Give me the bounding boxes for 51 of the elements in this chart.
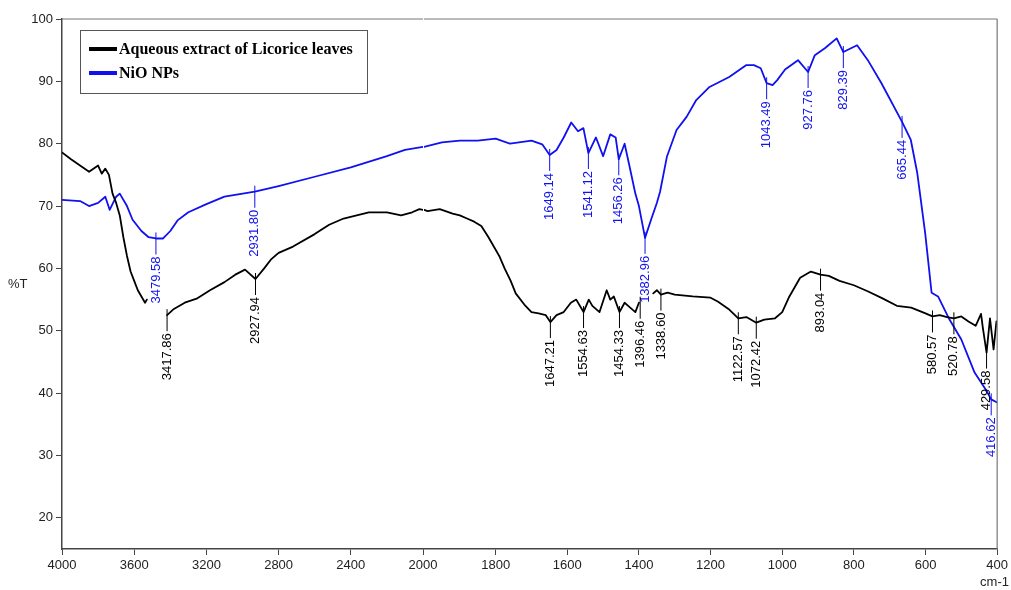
annotation: 1454.33 — [610, 330, 626, 378]
annotation: 2927.94 — [247, 297, 263, 345]
annotation: 1072.42 — [747, 340, 763, 388]
x-axis-title: cm-1 — [980, 574, 1009, 590]
annotation: 1647.21 — [541, 340, 557, 388]
x-tick-label: 2400 — [336, 557, 366, 573]
y-tick-label: 20 — [38, 509, 53, 525]
annotation: 1043.49 — [758, 101, 774, 149]
annotation: 429.58 — [978, 370, 994, 411]
annotation: 520.78 — [945, 336, 961, 377]
annotation: 927.76 — [799, 90, 815, 130]
x-tick-label: 600 — [914, 557, 937, 573]
annotation: 1649.14 — [541, 172, 557, 220]
x-tick-label: 2800 — [264, 557, 294, 573]
annotation: 893.04 — [812, 292, 828, 333]
y-tick-label: 80 — [38, 135, 53, 151]
x-tick-label: 3200 — [191, 557, 221, 573]
x-tick-label: 3600 — [119, 557, 149, 573]
annotation: 580.57 — [923, 334, 939, 375]
x-tick-label: 1600 — [552, 557, 582, 573]
y-tick-label: 50 — [38, 322, 53, 338]
y-tick-label: 60 — [38, 259, 53, 275]
annotation: 1396.46 — [631, 320, 647, 368]
annotation: 2931.80 — [246, 209, 262, 257]
annotation: 3479.58 — [147, 256, 163, 304]
annotation: 1338.60 — [652, 312, 668, 360]
annotation: 1554.63 — [575, 330, 591, 378]
annotation: 665.44 — [893, 139, 909, 180]
y-tick-label: 100 — [31, 10, 53, 26]
annotation: 416.62 — [982, 417, 998, 458]
annotation: 1382.96 — [636, 255, 652, 303]
legend-label: NiO NPs — [119, 64, 179, 82]
annotation: 1456.26 — [610, 177, 626, 225]
y-tick-label: 40 — [38, 384, 53, 400]
x-tick-label: 1800 — [481, 557, 511, 573]
x-tick-label: 1200 — [696, 557, 725, 573]
x-tick-label: 4000 — [47, 557, 77, 573]
annotation: 829.39 — [834, 70, 850, 110]
x-tick-label: 2000 — [408, 557, 438, 573]
y-axis-title: %T — [8, 275, 28, 291]
x-tick-label: 400 — [986, 557, 1008, 573]
x-tick-label: 1000 — [767, 557, 797, 573]
y-tick-label: 30 — [38, 447, 53, 463]
annotation: 1541.12 — [579, 171, 595, 219]
y-tick-label: 90 — [38, 72, 53, 88]
x-tick-label: 800 — [842, 557, 865, 573]
y-tick-label: 70 — [38, 197, 53, 213]
annotation: 3417.86 — [158, 333, 174, 381]
legend-label: Aqueous extract of Licorice leaves — [119, 40, 353, 58]
annotation: 1122.57 — [729, 336, 745, 383]
x-tick-label: 1400 — [624, 557, 654, 573]
